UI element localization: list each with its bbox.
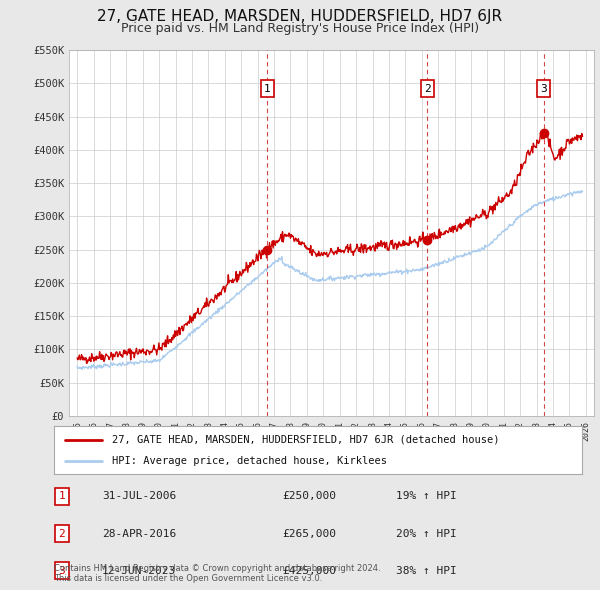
Text: 2: 2	[58, 529, 65, 539]
Text: 31-JUL-2006: 31-JUL-2006	[102, 491, 176, 502]
Text: 1: 1	[58, 491, 65, 502]
Text: HPI: Average price, detached house, Kirklees: HPI: Average price, detached house, Kirk…	[112, 456, 387, 466]
Text: 3: 3	[541, 84, 547, 94]
Text: 12-JUN-2023: 12-JUN-2023	[102, 566, 176, 576]
Text: 28-APR-2016: 28-APR-2016	[102, 529, 176, 539]
Text: 1: 1	[264, 84, 271, 94]
Text: Price paid vs. HM Land Registry's House Price Index (HPI): Price paid vs. HM Land Registry's House …	[121, 22, 479, 35]
Text: 38% ↑ HPI: 38% ↑ HPI	[396, 566, 457, 576]
Text: 3: 3	[58, 566, 65, 576]
Text: £265,000: £265,000	[282, 529, 336, 539]
Text: 27, GATE HEAD, MARSDEN, HUDDERSFIELD, HD7 6JR (detached house): 27, GATE HEAD, MARSDEN, HUDDERSFIELD, HD…	[112, 434, 500, 444]
Text: 27, GATE HEAD, MARSDEN, HUDDERSFIELD, HD7 6JR: 27, GATE HEAD, MARSDEN, HUDDERSFIELD, HD…	[97, 9, 503, 24]
Text: £425,000: £425,000	[282, 566, 336, 576]
Text: £250,000: £250,000	[282, 491, 336, 502]
Text: 2: 2	[424, 84, 431, 94]
Text: 20% ↑ HPI: 20% ↑ HPI	[396, 529, 457, 539]
Text: 19% ↑ HPI: 19% ↑ HPI	[396, 491, 457, 502]
Text: Contains HM Land Registry data © Crown copyright and database right 2024.
This d: Contains HM Land Registry data © Crown c…	[54, 563, 380, 583]
